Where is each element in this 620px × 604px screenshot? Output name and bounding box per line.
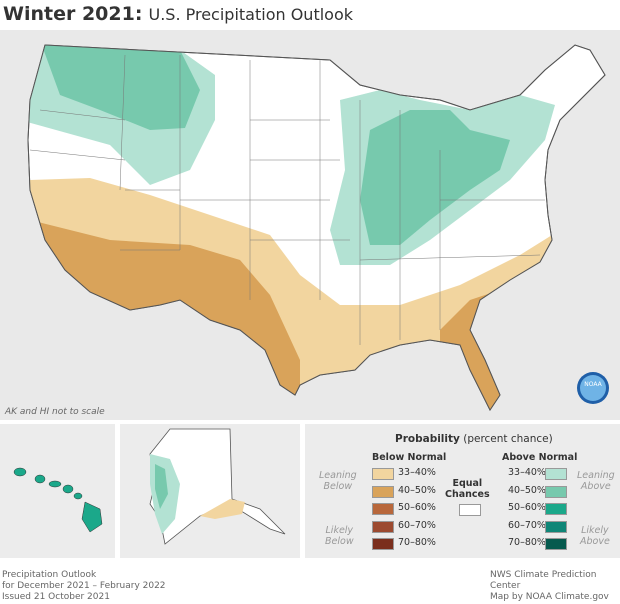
conus-map-svg: NOAA bbox=[27, 44, 609, 411]
above-range: 40–50% bbox=[508, 484, 546, 496]
below-range: 60–70% bbox=[398, 519, 436, 531]
above-range: 70–80% bbox=[508, 537, 546, 548]
above-range: 60–70% bbox=[508, 519, 546, 531]
noaa-logo: NOAA bbox=[577, 372, 609, 404]
footer-left: Precipitation Outlook for December 2021 –… bbox=[2, 570, 166, 602]
above-swatch bbox=[545, 468, 567, 480]
above-swatch bbox=[545, 485, 567, 498]
below-swatch bbox=[372, 520, 394, 533]
title-bold: Winter 2021: bbox=[3, 3, 143, 25]
alaska-inset bbox=[120, 424, 300, 558]
footer-right: NWS Climate Prediction Center Map by NOAA… bbox=[490, 570, 609, 602]
below-swatch bbox=[372, 503, 394, 515]
likely-below-label: Likely Below bbox=[325, 525, 354, 547]
leaning-below-label: Leaning Below bbox=[319, 470, 357, 492]
below-range: 50–60% bbox=[398, 502, 436, 513]
above-40-northwest bbox=[40, 45, 200, 130]
below-range: 33–40% bbox=[398, 467, 436, 478]
below-range: 40–50% bbox=[398, 484, 436, 496]
above-range: 33–40% bbox=[508, 467, 546, 478]
scale-note: AK and HI not to scale bbox=[5, 407, 105, 417]
equal-chances-swatch bbox=[459, 504, 481, 516]
above-swatch bbox=[545, 520, 567, 533]
above-swatch bbox=[545, 538, 567, 550]
hawaii-map bbox=[13, 467, 103, 533]
title-rest: U.S. Precipitation Outlook bbox=[148, 5, 353, 24]
below-range: 70–80% bbox=[398, 537, 436, 548]
below-swatch bbox=[372, 538, 394, 550]
above-swatch bbox=[545, 503, 567, 515]
svg-text:NOAA: NOAA bbox=[584, 381, 602, 388]
alaska-map bbox=[149, 428, 286, 545]
below-swatch bbox=[372, 485, 394, 498]
below-swatch bbox=[372, 468, 394, 480]
hawaii-inset bbox=[0, 424, 115, 558]
above-normal-title: Above Normal bbox=[502, 452, 578, 463]
legend-heading: Probability (percent chance) bbox=[395, 433, 553, 445]
leaning-above-label: Leaning Above bbox=[577, 470, 615, 492]
above-40-ohio-valley bbox=[360, 110, 510, 245]
legend: Probability (percent chance) Below Norma… bbox=[305, 424, 620, 558]
state-borders bbox=[29, 54, 545, 345]
below-normal-title: Below Normal bbox=[372, 452, 447, 463]
map-title: Winter 2021: U.S. Precipitation Outlook bbox=[3, 3, 353, 25]
conus-map: NOAA bbox=[0, 30, 620, 420]
above-range: 50–60% bbox=[508, 502, 546, 513]
equal-chances-label: Equal Chances bbox=[445, 478, 490, 500]
likely-above-label: Likely Above bbox=[580, 525, 610, 547]
